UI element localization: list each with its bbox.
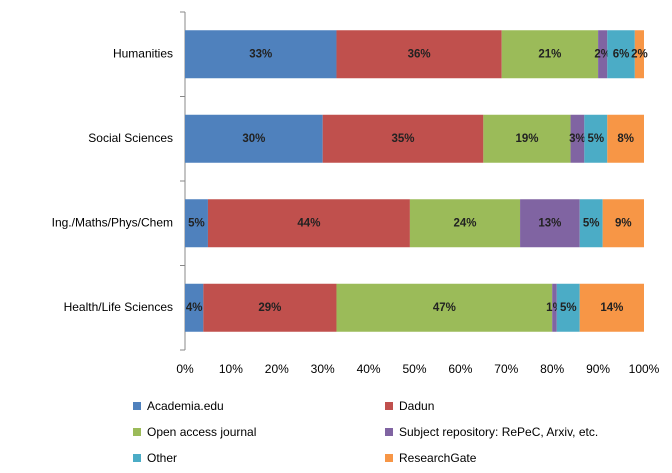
legend-label: Academia.edu bbox=[147, 399, 224, 413]
bar-segment bbox=[501, 30, 599, 79]
bar-segment bbox=[185, 114, 323, 163]
x-tick-label: 40% bbox=[357, 362, 381, 376]
value-label: 30% bbox=[242, 133, 265, 145]
bar-segment bbox=[336, 283, 553, 332]
value-label: 5% bbox=[560, 302, 577, 314]
legend-label: Open access journal bbox=[147, 425, 256, 439]
x-tick-label: 30% bbox=[311, 362, 335, 376]
x-tick-label: 80% bbox=[540, 362, 564, 376]
y-tick-label: Ing./Maths/Phys/Chem bbox=[52, 215, 173, 229]
bar-segment bbox=[570, 114, 585, 163]
bar-segment bbox=[336, 30, 502, 79]
value-label: 4% bbox=[186, 302, 203, 314]
value-label: 19% bbox=[515, 133, 538, 145]
bar-segment bbox=[598, 30, 608, 79]
bar-segment bbox=[185, 283, 204, 332]
legend-swatch bbox=[133, 402, 141, 410]
value-label: 3% bbox=[569, 133, 586, 145]
legend-swatch bbox=[385, 454, 393, 462]
value-label: 2% bbox=[631, 48, 648, 60]
bar-segment bbox=[579, 199, 603, 248]
x-tick-label: 100% bbox=[629, 362, 660, 376]
bar-segment bbox=[584, 114, 608, 163]
value-label: 9% bbox=[615, 217, 632, 229]
legend-swatch bbox=[385, 402, 393, 410]
value-label: 5% bbox=[188, 217, 205, 229]
value-label: 13% bbox=[538, 217, 561, 229]
value-label: 44% bbox=[297, 217, 320, 229]
y-tick-label: Health/Life Sciences bbox=[64, 300, 173, 314]
value-label: 14% bbox=[600, 302, 623, 314]
legend-label: Subject repository: RePeC, Arxiv, etc. bbox=[399, 425, 598, 439]
bar-segment bbox=[207, 199, 410, 248]
bar-segment bbox=[185, 199, 208, 248]
y-tick-label: Social Sciences bbox=[88, 131, 173, 145]
value-label: 5% bbox=[587, 133, 604, 145]
bar-segment bbox=[579, 283, 644, 332]
value-label: 21% bbox=[538, 48, 561, 60]
legend-swatch bbox=[385, 428, 393, 436]
x-tick-label: 90% bbox=[586, 362, 610, 376]
value-label: 35% bbox=[392, 133, 415, 145]
bar-segment bbox=[483, 114, 571, 163]
x-tick-label: 60% bbox=[448, 362, 472, 376]
x-tick-label: 70% bbox=[494, 362, 518, 376]
legend-label: Other bbox=[147, 451, 177, 465]
bar-segment bbox=[322, 114, 484, 163]
x-tick-label: 50% bbox=[402, 362, 426, 376]
value-label: 33% bbox=[249, 48, 272, 60]
y-tick-label: Humanities bbox=[113, 46, 173, 60]
legend-label: ResearchGate bbox=[399, 451, 477, 465]
legend-swatch bbox=[133, 428, 141, 436]
value-label: 8% bbox=[617, 133, 634, 145]
bar-segment bbox=[556, 283, 580, 332]
bar-segment bbox=[552, 283, 557, 332]
bar-segment bbox=[203, 283, 337, 332]
legend-label: Dadun bbox=[399, 399, 434, 413]
value-label: 47% bbox=[433, 302, 456, 314]
x-tick-label: 20% bbox=[265, 362, 289, 376]
bar-segment bbox=[409, 199, 521, 248]
x-tick-label: 0% bbox=[176, 362, 194, 376]
legend-swatch bbox=[133, 454, 141, 462]
bar-segment bbox=[602, 199, 644, 248]
bar-segment bbox=[634, 30, 644, 79]
value-label: 6% bbox=[613, 48, 630, 60]
value-label: 29% bbox=[258, 302, 281, 314]
value-label: 2% bbox=[594, 48, 611, 60]
bar-segment bbox=[520, 199, 580, 248]
bar-segment bbox=[607, 30, 635, 79]
bar-segment bbox=[607, 114, 644, 163]
value-label: 24% bbox=[453, 217, 476, 229]
value-label: 36% bbox=[408, 48, 431, 60]
value-label: 5% bbox=[583, 217, 600, 229]
x-tick-label: 10% bbox=[219, 362, 243, 376]
bar-segment bbox=[185, 30, 337, 79]
